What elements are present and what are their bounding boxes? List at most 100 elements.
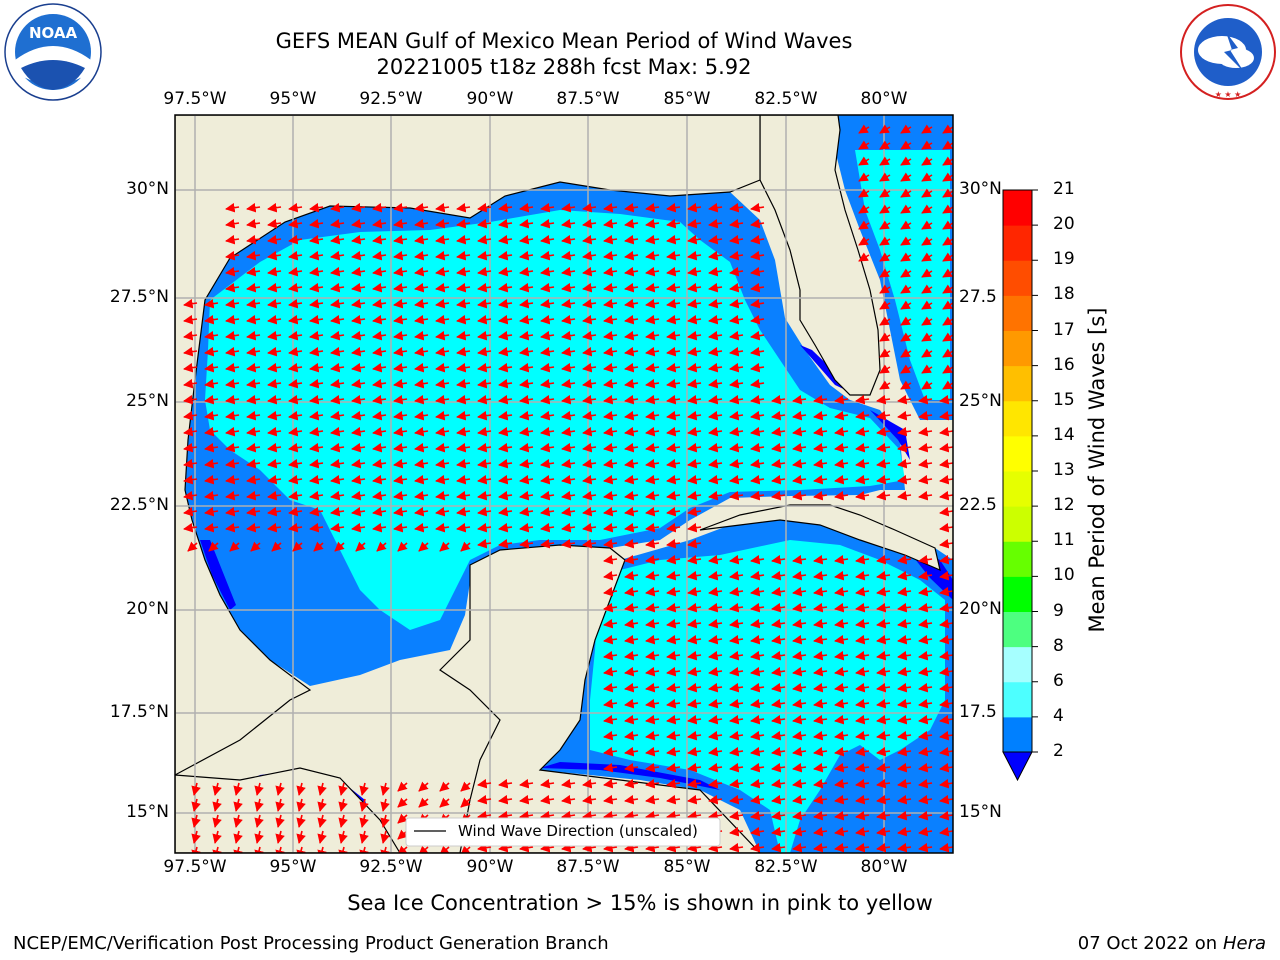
- wind-arrow: [876, 586, 891, 597]
- wind-arrow: [225, 506, 240, 517]
- wind-arrow: [498, 378, 513, 389]
- wind-arrow: [233, 830, 243, 844]
- wind-arrow: [855, 682, 870, 693]
- wind-arrow: [645, 458, 660, 469]
- wind-arrow: [900, 252, 912, 262]
- wind-arrow: [540, 794, 555, 805]
- nws-logo: ★ ★ ★: [1180, 4, 1276, 100]
- wind-arrow: [498, 282, 513, 293]
- wind-arrow: [879, 268, 891, 278]
- wind-arrow: [435, 410, 450, 421]
- wind-arrow: [288, 266, 303, 277]
- wind-arrow: [603, 202, 618, 213]
- wind-arrow: [414, 330, 429, 341]
- wind-arrow: [435, 282, 450, 293]
- wind-arrow: [729, 746, 744, 757]
- wind-arrow: [460, 845, 471, 853]
- wind-arrow: [540, 234, 555, 245]
- wind-arrow: [897, 410, 912, 421]
- wind-arrow: [456, 442, 471, 453]
- wind-arrow: [204, 458, 219, 469]
- wind-arrow: [729, 490, 744, 501]
- wind-arrow: [855, 570, 870, 581]
- legend-label: Wind Wave Direction (unscaled): [458, 822, 698, 840]
- wind-arrow: [246, 442, 261, 453]
- wind-arrow: [624, 314, 639, 325]
- wind-arrow: [687, 426, 702, 437]
- wind-arrow: [246, 426, 261, 437]
- wind-arrow: [645, 314, 660, 325]
- wind-arrow: [477, 202, 492, 213]
- wind-arrow: [380, 782, 390, 796]
- wind-arrow: [708, 746, 723, 757]
- wind-arrow: [897, 634, 912, 645]
- wind-arrow: [876, 730, 891, 741]
- wind-arrow: [246, 522, 261, 533]
- wind-arrow: [771, 554, 786, 565]
- wind-arrow: [942, 332, 953, 342]
- wind-arrow: [477, 490, 492, 501]
- wind-arrow: [645, 506, 660, 517]
- wind-arrow: [750, 378, 765, 389]
- wind-arrow: [942, 124, 953, 134]
- wind-arrow: [939, 506, 953, 517]
- wind-arrow: [921, 332, 933, 342]
- wind-arrow: [708, 282, 723, 293]
- wind-arrow: [393, 378, 408, 389]
- wind-arrow: [792, 666, 807, 677]
- wind-arrow: [582, 394, 597, 405]
- wind-arrow: [855, 602, 870, 613]
- wind-arrow: [603, 554, 618, 565]
- wind-arrow: [879, 140, 891, 150]
- wind-arrow: [939, 762, 953, 773]
- wind-arrow: [582, 218, 597, 229]
- wind-arrow: [813, 698, 828, 709]
- wind-arrow: [204, 298, 219, 309]
- wind-arrow: [918, 410, 933, 421]
- wind-arrow: [359, 814, 369, 828]
- wind-arrow: [708, 362, 723, 373]
- wind-arrow: [225, 410, 240, 421]
- wind-arrow: [855, 826, 870, 837]
- wind-arrow: [624, 346, 639, 357]
- wind-arrow: [750, 202, 765, 213]
- wind-arrow: [540, 250, 555, 261]
- wind-arrow: [288, 314, 303, 325]
- wind-arrow: [879, 332, 891, 342]
- wind-arrow: [708, 394, 723, 405]
- wind-arrow: [624, 538, 639, 549]
- wind-arrow: [309, 394, 324, 405]
- wind-arrow: [855, 810, 870, 821]
- wind-arrow: [498, 442, 513, 453]
- wind-arrow: [855, 666, 870, 677]
- wind-arrow: [900, 364, 912, 374]
- wind-arrow: [267, 490, 282, 501]
- wind-arrow: [858, 172, 870, 182]
- wind-arrow: [603, 490, 618, 501]
- wind-arrow: [603, 410, 618, 421]
- wind-arrow: [330, 458, 345, 469]
- wind-arrow: [498, 794, 513, 805]
- wind-arrow: [351, 346, 366, 357]
- wind-arrow: [603, 250, 618, 261]
- wind-arrow: [519, 234, 534, 245]
- wind-arrow: [183, 458, 198, 469]
- wind-arrow: [519, 202, 534, 213]
- wind-arrow: [624, 218, 639, 229]
- wind-arrow: [288, 250, 303, 261]
- wind-arrow: [561, 266, 576, 277]
- wind-arrow: [834, 746, 849, 757]
- wind-arrow: [477, 218, 492, 229]
- wind-arrow: [687, 618, 702, 629]
- wind-arrow: [855, 442, 870, 453]
- colorbar-tick-label: 20: [1053, 214, 1075, 235]
- wind-arrow: [225, 250, 240, 261]
- wind-arrow: [729, 762, 744, 773]
- wind-arrow: [288, 330, 303, 341]
- wind-arrow: [603, 346, 618, 357]
- wind-arrow: [267, 474, 282, 485]
- wind-arrow: [834, 810, 849, 821]
- wind-arrow: [380, 846, 390, 853]
- wind-arrow: [897, 490, 912, 501]
- wind-arrow: [204, 378, 219, 389]
